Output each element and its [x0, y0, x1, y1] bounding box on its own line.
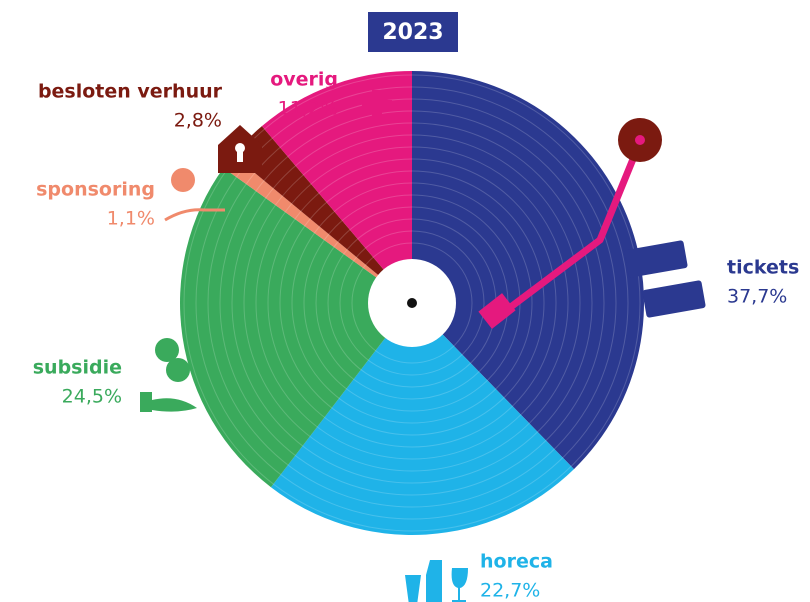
value-label: 1,1%: [107, 208, 155, 230]
groove: [195, 86, 629, 520]
pie-slice: [270, 303, 574, 535]
record-grooves: [183, 74, 641, 532]
tonearm: [478, 118, 662, 329]
groove: [243, 134, 581, 472]
groove: [291, 182, 533, 424]
groove: [207, 98, 617, 508]
labels: tickets 37,7% horeca 22,7% subsidie 24,5% spon…: [33, 69, 800, 602]
value-label: 2,8%: [174, 110, 222, 132]
value-label: 37,7%: [727, 286, 787, 308]
category-label: subsidie: [33, 357, 122, 379]
groove: [255, 146, 569, 460]
category-label: sponsoring: [36, 179, 155, 201]
chart-title: 2023: [382, 20, 443, 45]
groove: [231, 122, 593, 484]
icons: [140, 90, 706, 602]
pie-slice: [180, 167, 412, 488]
value-label: 22,7%: [480, 580, 540, 602]
value-label: 11,2%: [278, 98, 338, 120]
groove: [183, 74, 641, 532]
groove: [351, 242, 473, 364]
groove: [267, 158, 557, 448]
category-label: besloten verhuur: [38, 81, 223, 103]
value-label: 24,5%: [62, 386, 122, 408]
groove: [279, 170, 545, 436]
title-box: [368, 12, 458, 52]
groove: [339, 230, 485, 376]
spindle: [407, 298, 417, 308]
category-label: horeca: [480, 551, 553, 573]
pie-slice: [261, 71, 412, 303]
category-label: tickets: [727, 257, 799, 279]
pie-slice: [412, 71, 644, 470]
pie: [180, 71, 644, 535]
category-label: overig: [270, 69, 338, 91]
groove: [219, 110, 605, 496]
pie-slice: [223, 155, 412, 303]
pie-slice: [233, 126, 412, 303]
